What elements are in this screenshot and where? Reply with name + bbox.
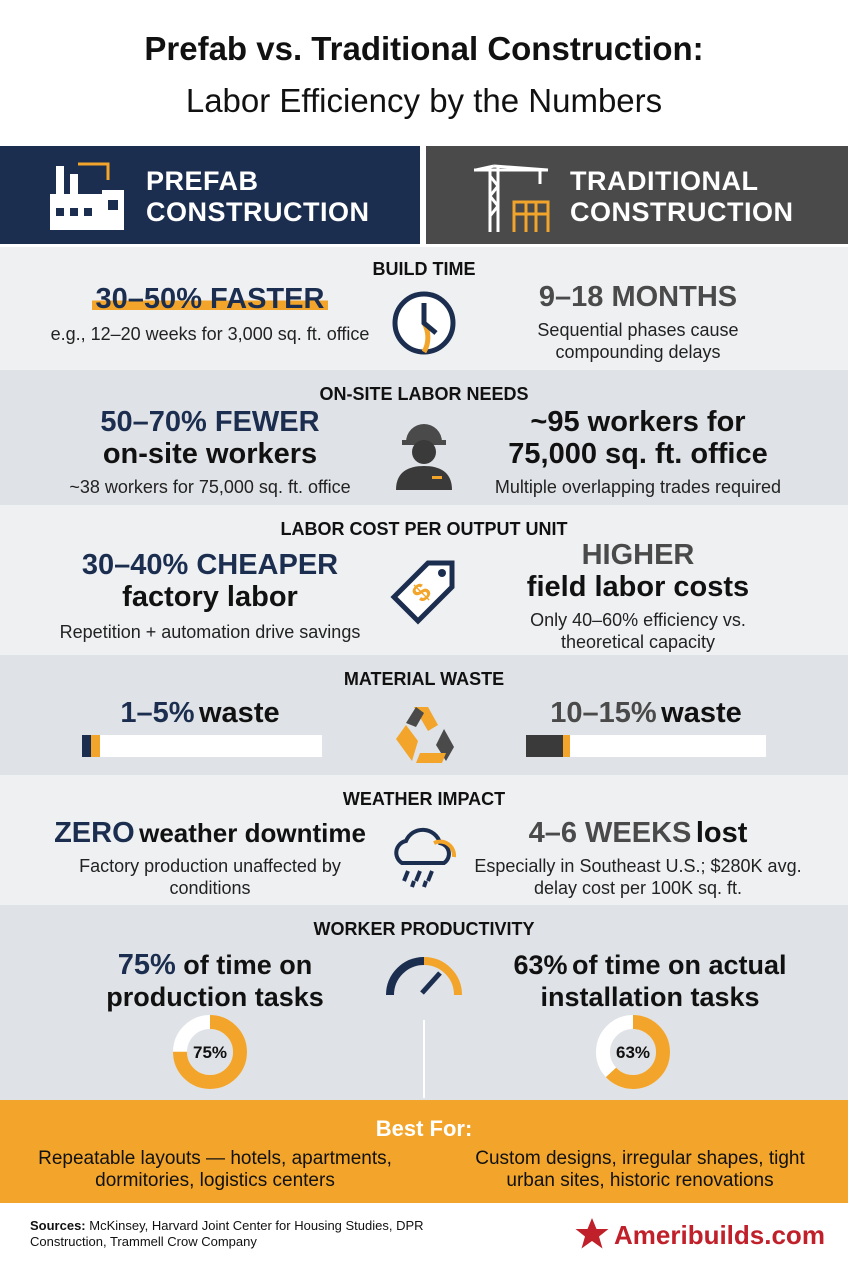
star-logo <box>575 1218 609 1249</box>
crane-icon <box>474 164 550 232</box>
headline-2: of time on production tasks <box>106 950 324 1012</box>
sources-label: Sources: <box>30 1218 86 1233</box>
section-title: LABOR COST PER OUTPUT UNIT <box>280 519 568 539</box>
gauge-icon <box>386 957 462 996</box>
recycle-icon <box>396 707 454 763</box>
sources: Sources: McKinsey, Harvard Joint Center … <box>30 1218 430 1250</box>
headline-2: field labor costs <box>526 571 750 603</box>
headline: 50–70% FEWER <box>100 406 320 438</box>
section-title: BUILD TIME <box>372 259 476 279</box>
headline: 9–18 MONTHS <box>538 281 738 313</box>
headline: 30–40% CHEAPER <box>81 549 339 581</box>
subtitle: Labor Efficiency by the Numbers <box>185 82 663 119</box>
waste-bar-fill <box>526 735 570 757</box>
detail: Especially in Southeast U.S.; $280K avg.… <box>474 856 802 898</box>
best-for-band: Best For: Repeatable layouts — hotels, a… <box>0 1100 848 1203</box>
headline: ZERO <box>54 817 135 849</box>
best-for-title: Best For: <box>375 1116 473 1141</box>
donut-arc <box>173 1015 247 1089</box>
header-right-line2: CONSTRUCTION <box>570 197 794 227</box>
worker-icon <box>396 424 452 490</box>
headline: ~95 workers for <box>530 406 746 438</box>
price-tag-icon: $ <box>390 560 455 625</box>
section-title: MATERIAL WASTE <box>343 669 505 689</box>
detail: Multiple overlapping trades required <box>494 477 782 497</box>
headline-2: on-site workers <box>102 438 318 470</box>
section-title: WEATHER IMPACT <box>342 789 506 809</box>
section-onsite-labor: ON-SITE LABOR NEEDS 50–70% FEWER on-site … <box>0 370 848 505</box>
donut-arc <box>596 1015 670 1089</box>
headline: 30–50% FASTER <box>91 283 329 315</box>
headline-2: lost <box>695 817 748 849</box>
headline: HIGHER <box>581 539 695 571</box>
section-title: ON-SITE LABOR NEEDS <box>319 384 529 404</box>
section-title: WORKER PRODUCTIVITY <box>313 919 535 939</box>
headline: 4–6 WEEKS <box>528 817 692 849</box>
title: Prefab vs. Traditional Construction: <box>144 30 704 67</box>
best-for-right: Custom designs, irregular shapes, tight … <box>475 1148 805 1191</box>
detail: Factory production unaffected by conditi… <box>79 856 341 898</box>
detail: Repetition + automation drive savings <box>59 622 361 642</box>
header-left: PREFAB CONSTRUCTION <box>0 146 420 244</box>
section-productivity: WORKER PRODUCTIVITY 75% of time on produ… <box>0 905 848 1100</box>
section-labor-cost: LABOR COST PER OUTPUT UNIT 30–40% CHEAPE… <box>0 505 848 655</box>
header-right-line1: TRADITIONAL <box>570 166 759 196</box>
headline: 10–15% <box>550 697 657 729</box>
detail: Only 40–60% efficiency vs. theoretical c… <box>530 610 746 652</box>
headline-2: waste <box>661 697 742 729</box>
detail: e.g., 12–20 weeks for 3,000 sq. ft. offi… <box>50 324 370 344</box>
header-right: TRADITIONAL CONSTRUCTION <box>426 146 848 244</box>
waste-bar-track <box>82 735 322 757</box>
factory-icon <box>50 162 124 230</box>
detail: ~38 workers for 75,000 sq. ft. office <box>69 477 351 497</box>
waste-bar-fill <box>82 735 100 757</box>
headline-2: 75,000 sq. ft. office <box>508 438 768 470</box>
section-weather: WEATHER IMPACT ZERO weather downtime Fact… <box>0 775 848 905</box>
headline-2: of time on actual installation tasks <box>540 950 787 1012</box>
header-left-line2: CONSTRUCTION <box>146 197 370 227</box>
headline-2: weather downtime <box>139 818 366 848</box>
clock-icon <box>392 291 456 355</box>
headline: 63% <box>513 950 568 980</box>
waste-bar-track <box>526 735 766 757</box>
brand: Ameribuilds.com <box>614 1220 825 1250</box>
headline: 75% <box>117 949 176 981</box>
donut-charts: 75% 63% <box>173 1015 670 1089</box>
section-build-time: BUILD TIME 30–50% FASTER e.g., 12–20 week… <box>0 247 848 370</box>
header-left-line1: PREFAB <box>146 166 259 196</box>
rain-cloud-icon <box>394 827 457 888</box>
headline-2: waste <box>199 697 280 729</box>
donut-label: 75% <box>193 1043 227 1062</box>
donut-label: 63% <box>616 1043 650 1062</box>
sources-text: McKinsey, Harvard Joint Center for Housi… <box>30 1218 424 1249</box>
headline: 1–5% <box>120 697 195 729</box>
headline-2: factory labor <box>122 581 298 613</box>
best-for-left: Repeatable layouts — hotels, apartments,… <box>38 1148 392 1191</box>
section-material-waste: MATERIAL WASTE 1–5% waste 10–15% waste <box>0 655 848 775</box>
detail: Sequential phases cause compounding dela… <box>537 320 739 362</box>
divider <box>423 1020 425 1098</box>
